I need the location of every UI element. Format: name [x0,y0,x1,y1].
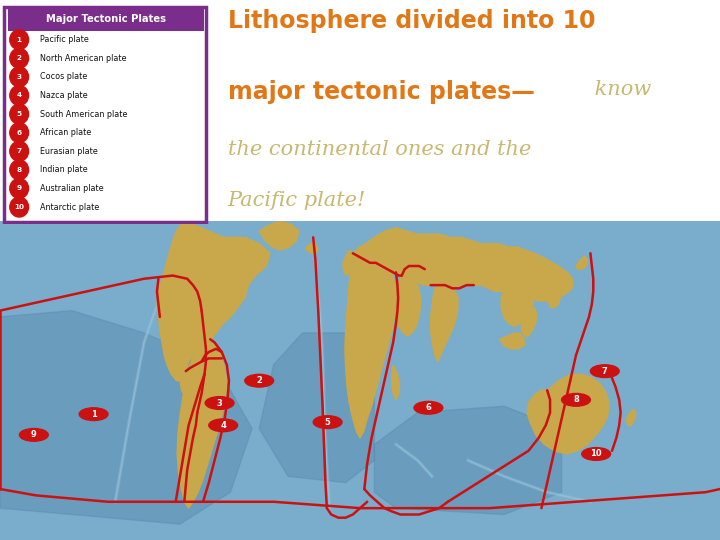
Circle shape [10,179,29,198]
Bar [8,7,204,31]
Circle shape [245,374,274,387]
Circle shape [313,416,342,429]
Circle shape [209,419,238,431]
Text: South American plate: South American plate [40,110,127,119]
Circle shape [10,197,29,217]
Text: 4: 4 [17,92,22,98]
Circle shape [10,67,29,87]
Text: 8: 8 [17,167,22,173]
Text: 6: 6 [17,130,22,136]
Circle shape [79,408,108,421]
Polygon shape [259,333,374,483]
Text: Major Tectonic Plates: Major Tectonic Plates [46,14,166,24]
Text: 3: 3 [17,74,22,80]
Polygon shape [364,228,573,301]
Text: 5: 5 [325,417,330,427]
Text: 2: 2 [17,55,22,61]
Text: African plate: African plate [40,128,91,137]
FancyBboxPatch shape [4,7,206,222]
Text: 3: 3 [217,399,222,408]
Polygon shape [374,406,562,515]
Text: Antarctic plate: Antarctic plate [40,202,99,212]
Circle shape [205,396,234,409]
Text: 5: 5 [17,111,22,117]
Text: 1: 1 [91,410,96,418]
Text: 4: 4 [220,421,226,430]
Polygon shape [576,256,588,269]
Text: 7: 7 [602,367,608,376]
Text: Nazca plate: Nazca plate [40,91,88,100]
Text: Indian plate: Indian plate [40,165,88,174]
Circle shape [10,104,29,124]
Text: Cocos plate: Cocos plate [40,72,87,82]
Polygon shape [527,374,609,454]
Circle shape [19,429,48,441]
Text: Pacific plate: Pacific plate [40,35,89,44]
Polygon shape [431,285,458,362]
Polygon shape [353,244,389,272]
Polygon shape [259,221,299,250]
Text: major tectonic plates—: major tectonic plates— [228,80,534,104]
Circle shape [582,448,611,460]
Text: 10: 10 [590,449,602,458]
Circle shape [10,85,29,105]
Polygon shape [500,333,524,349]
Polygon shape [345,253,396,438]
Text: North American plate: North American plate [40,54,127,63]
Circle shape [562,394,590,406]
Polygon shape [501,285,534,327]
Text: 2: 2 [256,376,262,385]
Text: 6: 6 [426,403,431,412]
Text: the continental ones and the: the continental ones and the [228,140,531,159]
Polygon shape [521,307,537,336]
Text: 10: 10 [14,204,24,210]
Text: Australian plate: Australian plate [40,184,104,193]
Polygon shape [549,292,560,307]
Circle shape [10,123,29,143]
Circle shape [10,141,29,161]
Text: 9: 9 [17,185,22,192]
Text: 7: 7 [17,148,22,154]
Polygon shape [357,247,363,256]
Polygon shape [157,221,270,381]
Text: 8: 8 [573,395,579,404]
Polygon shape [395,275,420,336]
Polygon shape [626,409,636,426]
Text: Lithosphere divided into 10: Lithosphere divided into 10 [228,9,595,33]
Circle shape [10,160,29,180]
Text: Pacific plate!: Pacific plate! [228,191,366,210]
Text: know: know [588,80,651,99]
Polygon shape [0,310,252,524]
Circle shape [10,48,29,68]
Circle shape [414,401,443,414]
Polygon shape [392,365,400,400]
Polygon shape [343,250,354,275]
Text: 1: 1 [17,37,22,43]
Circle shape [590,365,619,377]
Text: 9: 9 [31,430,37,440]
Polygon shape [180,371,196,400]
Text: Eurasian plate: Eurasian plate [40,147,98,156]
Polygon shape [177,339,227,508]
Circle shape [10,30,29,50]
Polygon shape [307,244,318,253]
